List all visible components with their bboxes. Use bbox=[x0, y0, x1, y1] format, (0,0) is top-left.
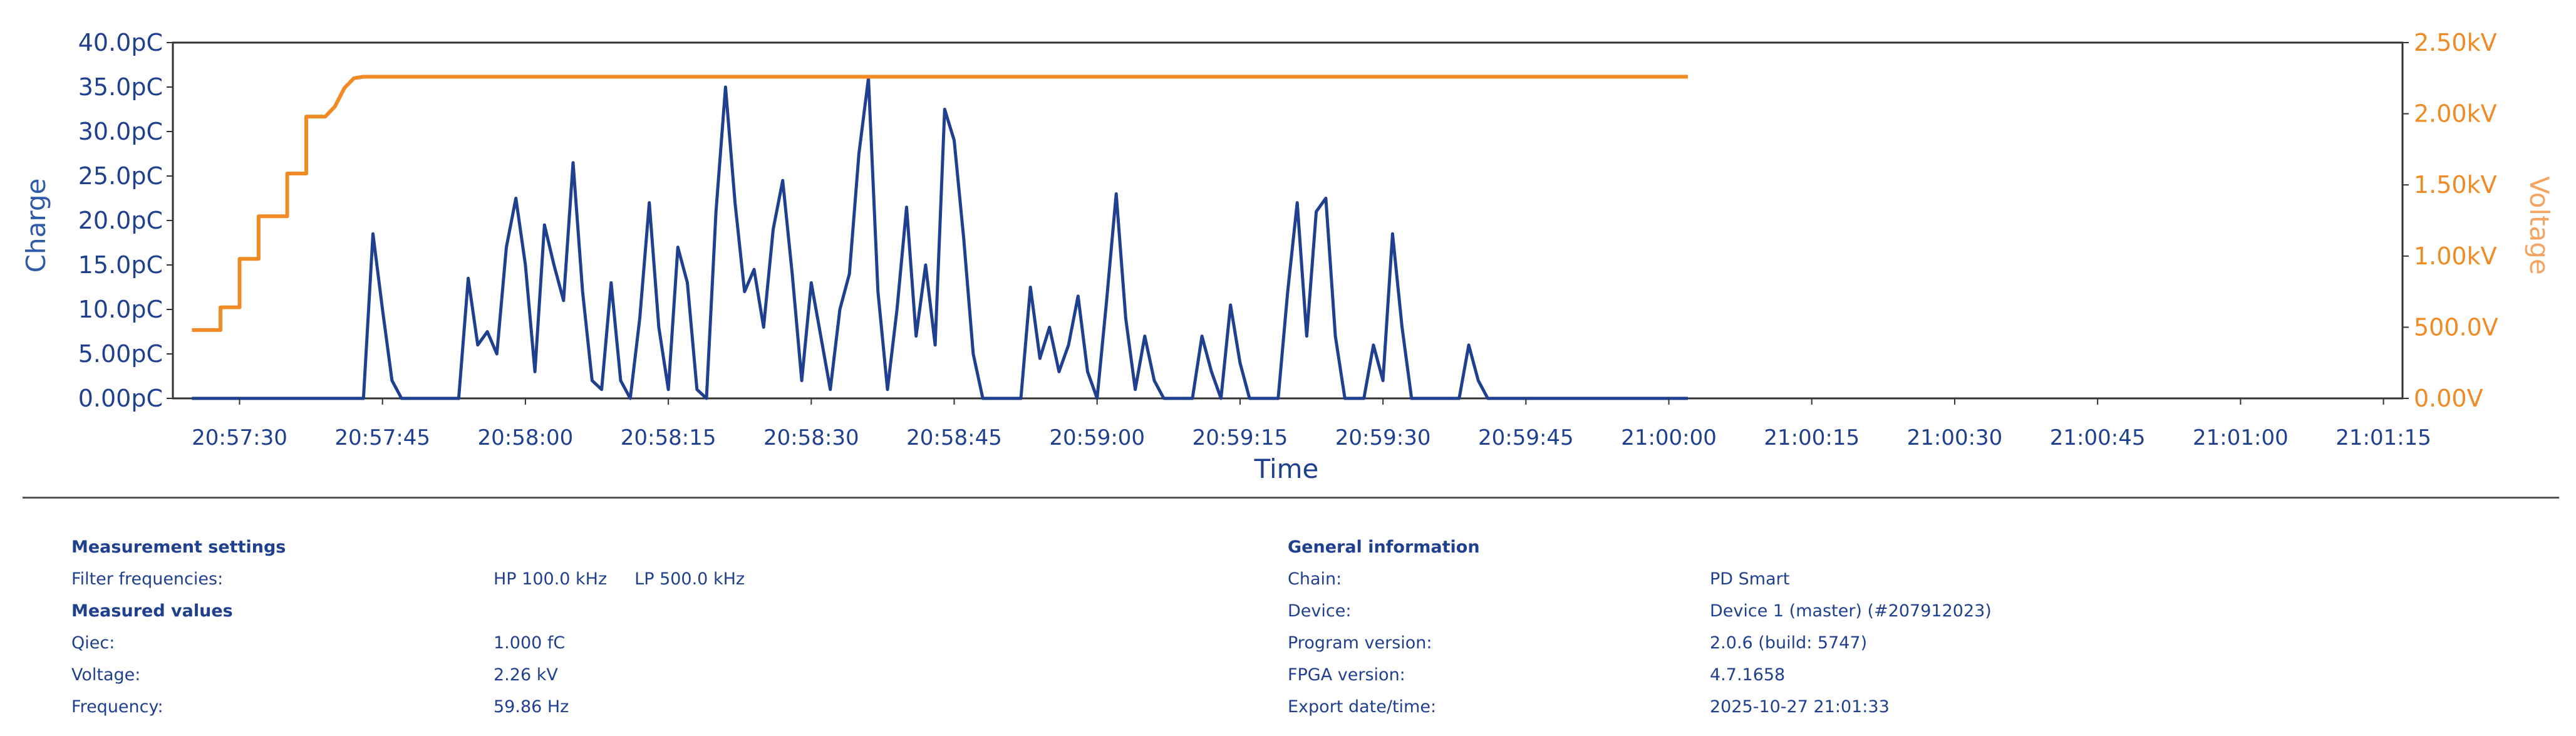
left-tick-label: 40.0pC bbox=[78, 29, 163, 56]
x-tick-label: 20:59:30 bbox=[1335, 425, 1431, 450]
x-tick-label: 20:58:45 bbox=[906, 425, 1002, 450]
right-tick-label: 1.50kV bbox=[2414, 171, 2497, 199]
x-tick-label: 21:01:00 bbox=[2193, 425, 2289, 450]
right-tick-label: 0.00V bbox=[2414, 385, 2483, 412]
plot-frame bbox=[172, 41, 2404, 400]
left-tick-label: 0.00pC bbox=[78, 385, 163, 412]
charge-line bbox=[192, 76, 1688, 400]
device-value: Device 1 (master) (#207912023) bbox=[1710, 601, 1992, 621]
x-tick-label: 20:57:45 bbox=[334, 425, 430, 450]
device-label: Device: bbox=[1288, 601, 1352, 621]
x-tick-label: 21:00:15 bbox=[1764, 425, 1860, 450]
left-tick-label: 20.0pC bbox=[78, 207, 163, 234]
program-version-label: Program version: bbox=[1288, 633, 1432, 653]
fpga-version-value: 4.7.1658 bbox=[1710, 665, 1786, 685]
x-tick-label: 21:01:15 bbox=[2335, 425, 2431, 450]
measurement-settings-heading-text: Measurement settings bbox=[71, 537, 286, 557]
right-axis-title: Voltage bbox=[2524, 176, 2555, 275]
x-tick-label: 20:58:00 bbox=[478, 425, 574, 450]
left-axis-title: Charge bbox=[21, 179, 51, 273]
export-datetime-label: Export date/time: bbox=[1288, 697, 1437, 717]
charge-voltage-chart: 0.00pC 5.00pC 10.0pC 15.0pC 20.0pC 25.0pC 30.0… bbox=[21, 29, 2555, 484]
x-tick-label: 20:59:00 bbox=[1049, 425, 1145, 450]
filter-frequencies-value: HP 100.0 kHz LP 500.0 kHz bbox=[494, 563, 745, 595]
left-tick-label: 35.0pC bbox=[78, 73, 163, 101]
section-divider bbox=[23, 497, 2559, 499]
left-tick-label: 25.0pC bbox=[78, 162, 163, 190]
left-axis-ticks: 0.00pC 5.00pC 10.0pC 15.0pC 20.0pC 25.0pC 30.0… bbox=[78, 29, 173, 412]
filter-frequencies-label: Filter frequencies: bbox=[71, 569, 224, 589]
qiec-label: Qiec: bbox=[71, 633, 115, 653]
plot-background bbox=[173, 43, 2403, 398]
voltage-line bbox=[192, 75, 1688, 332]
export-datetime-value: 2025-10-27 21:01:33 bbox=[1710, 697, 1890, 717]
right-tick-label: 2.00kV bbox=[2414, 100, 2497, 128]
filter-lp-value: LP 500.0 kHz bbox=[634, 569, 745, 589]
left-tick-label: 10.0pC bbox=[78, 296, 163, 323]
frequency-value: 59.86 Hz bbox=[494, 697, 569, 717]
right-tick-label: 500.0V bbox=[2414, 313, 2498, 341]
left-tick-label: 5.00pC bbox=[78, 340, 163, 368]
right-tick-label: 1.00kV bbox=[2414, 242, 2497, 270]
right-axis-ticks: 0.00V 500.0V 1.00kV 1.50kV 2.00kV 2.50kV bbox=[2403, 29, 2498, 412]
x-axis-title: Time bbox=[1254, 454, 1319, 484]
x-tick-label: 20:59:45 bbox=[1478, 425, 1574, 450]
qiec-value: 1.000 fC bbox=[494, 633, 566, 653]
general-information-heading-text: General information bbox=[1288, 537, 1480, 557]
voltage-label: Voltage: bbox=[71, 665, 141, 685]
x-tick-label: 21:00:45 bbox=[2050, 425, 2146, 450]
x-tick-label: 20:59:15 bbox=[1192, 425, 1288, 450]
x-tick-label: 20:57:30 bbox=[192, 425, 287, 450]
x-tick-label: 21:00:30 bbox=[1907, 425, 2003, 450]
frequency-label: Frequency: bbox=[71, 697, 163, 717]
program-version-value: 2.0.6 (build: 5747) bbox=[1710, 633, 1868, 653]
left-tick-label: 30.0pC bbox=[78, 118, 163, 145]
fpga-version-label: FPGA version: bbox=[1288, 665, 1405, 685]
left-tick-label: 15.0pC bbox=[78, 251, 163, 279]
x-tick-label: 20:58:30 bbox=[763, 425, 859, 450]
measured-values-heading-text: Measured values bbox=[71, 601, 233, 621]
filter-hp-value: HP 100.0 kHz bbox=[494, 569, 608, 589]
charge-series bbox=[192, 76, 1688, 400]
right-tick-label: 2.50kV bbox=[2414, 29, 2497, 56]
chain-value: PD Smart bbox=[1710, 569, 1790, 589]
chain-label: Chain: bbox=[1288, 569, 1342, 589]
x-axis-ticks: 20:57:30 20:57:45 20:58:00 20:58:15 20:58:30… bbox=[192, 398, 2431, 450]
voltage-series bbox=[192, 75, 1688, 332]
x-tick-label: 20:58:15 bbox=[621, 425, 716, 450]
voltage-value: 2.26 kV bbox=[494, 665, 558, 685]
x-tick-label: 21:00:00 bbox=[1621, 425, 1717, 450]
